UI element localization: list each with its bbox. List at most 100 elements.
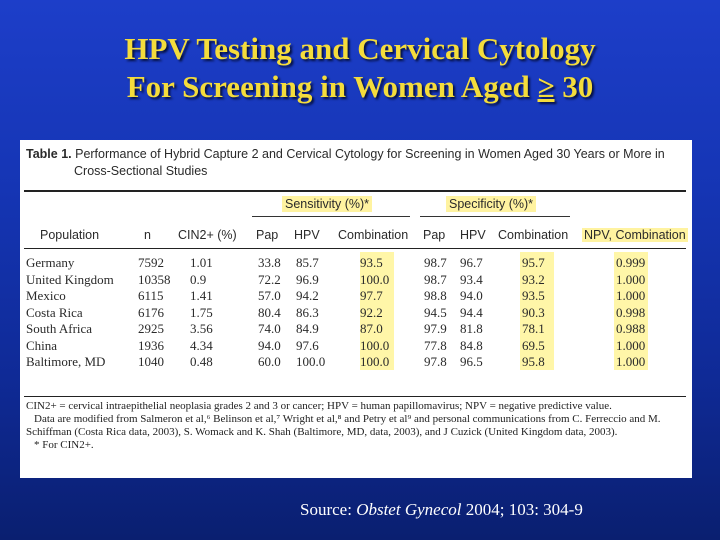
title-line-2: For Screening in Women Aged ≥ 30: [0, 68, 720, 106]
table-cell: 1.000: [616, 337, 646, 353]
table-cell: 97.7: [360, 288, 383, 303]
table-cell: 77.8: [424, 337, 447, 353]
table-cell-population: Germany: [26, 255, 75, 270]
table-caption: Table 1. Performance of Hybrid Capture 2…: [26, 146, 665, 180]
table-cell: 94.4: [460, 304, 483, 320]
table-cell: 84.9: [296, 321, 319, 336]
title-line-2-prefix: For Screening in Women Aged: [126, 69, 538, 104]
table-cell: 97.8: [424, 354, 447, 369]
header-sens-pap: Pap: [256, 228, 279, 242]
table-cell: 98.8: [424, 288, 447, 303]
table-cell: 87.0: [360, 321, 383, 336]
header-sens-combination: Combination: [338, 228, 409, 242]
table-cell: 1936: [138, 337, 164, 353]
footnote-sources-1: Data are modified from Salmeron et al,⁶ …: [34, 413, 661, 425]
sensitivity-group-label: Sensitivity (%)*: [282, 196, 373, 212]
header-npv-combination: NPV, Combination: [582, 228, 688, 242]
table-cell: 0.999: [616, 255, 646, 270]
table-cell: 93.5: [522, 288, 545, 303]
table-cell: 98.7: [424, 271, 447, 287]
table-cell: 69.5: [522, 337, 545, 353]
table-row: Baltimore, MD 1040 0.48 60.0 100.0 100.0 97.8 9…: [20, 355, 692, 369]
header-spec-combination: Combination: [498, 228, 569, 242]
table-cell-population: Mexico: [26, 288, 66, 303]
table-cell: 100.0: [360, 271, 390, 287]
header-spec-pap: Pap: [423, 228, 446, 242]
table-cell: 90.3: [522, 304, 545, 320]
table-cell: 85.7: [296, 255, 319, 270]
table-cell: 98.7: [424, 255, 447, 270]
table-cell: 1.000: [616, 354, 646, 369]
table-cell: 97.9: [424, 321, 447, 336]
table-cell: 93.5: [360, 255, 383, 270]
table-scan: Table 1. Performance of Hybrid Capture 2…: [20, 140, 692, 478]
table-cell: 7592: [138, 255, 164, 270]
table-cell: 100.0: [360, 337, 390, 353]
specificity-group-header: Specificity (%)*: [446, 196, 537, 212]
header-population: Population: [40, 228, 100, 242]
table-cell-population: South Africa: [26, 321, 93, 336]
source-prefix: Source:: [300, 500, 357, 519]
table-cell: 4.34: [190, 337, 213, 353]
specificity-group-line: [420, 216, 570, 217]
table-cell: 86.3: [296, 304, 319, 320]
table-row: China 1936 4.34 94.0 97.6 100.0 77.8 84.8 69.5 1.…: [20, 337, 692, 353]
table-cell: 0.988: [616, 321, 646, 336]
footnote-sources-2: Schiffman (Costa Rica data, 2003), S. Wo…: [26, 426, 618, 438]
table-cell-population: Baltimore, MD: [26, 354, 106, 369]
header-n: n: [144, 228, 151, 242]
table-cell: 100.0: [296, 354, 326, 369]
table-cell: 97.6: [296, 337, 319, 353]
table-cell: 2925: [138, 321, 164, 336]
table-cell: 1.01: [190, 255, 213, 270]
table-row: South Africa 2925 3.56 74.0 84.9 87.0 97.9 81.8…: [20, 322, 692, 336]
table-cell: 96.5: [460, 354, 483, 369]
table-cell: 95.7: [522, 255, 545, 270]
table-caption-label: Table 1.: [26, 147, 72, 161]
table-cell: 80.4: [258, 304, 281, 320]
table-cell: 94.5: [424, 304, 447, 320]
table-caption-line-2: Cross-Sectional Studies: [74, 164, 208, 178]
table-cell: 1.41: [190, 288, 213, 303]
title-line-1: HPV Testing and Cervical Cytology: [124, 31, 596, 66]
table-cell: 84.8: [460, 337, 483, 353]
table-row: Mexico 6115 1.41 57.0 94.2 97.7 98.8 94.0 93.5 1.…: [20, 289, 692, 303]
table-caption-line-1: Performance of Hybrid Capture 2 and Cerv…: [75, 147, 665, 161]
table-cell: 96.9: [296, 271, 319, 287]
table-row: Germany 7592 1.01 33.8 85.7 93.5 98.7 96.7 95.7 0…: [20, 256, 692, 270]
table-footnotes: CIN2+ = cervical intraepithelial neoplas…: [26, 400, 686, 452]
table-cell: 6115: [138, 288, 164, 303]
table-cell-population: United Kingdom: [26, 271, 114, 287]
table-row: Costa Rica 6176 1.75 80.4 86.3 92.2 94.5 94.4 90…: [20, 304, 692, 320]
header-rule: [24, 248, 686, 249]
table-cell: 1040: [138, 354, 164, 369]
source-citation: Source: Obstet Gynecol 2004; 103: 304-9: [300, 500, 583, 520]
table-cell: 1.75: [190, 304, 213, 320]
table-cell: 1.000: [616, 288, 646, 303]
table-cell-population: China: [26, 337, 58, 353]
table-cell: 60.0: [258, 354, 281, 369]
slide-title: HPV Testing and Cervical Cytology For Sc…: [0, 30, 720, 106]
table-cell: 3.56: [190, 321, 213, 336]
table-cell: 93.2: [522, 271, 545, 287]
table-cell: 57.0: [258, 288, 281, 303]
specificity-group-label: Specificity (%)*: [446, 196, 537, 212]
table-cell: 33.8: [258, 255, 281, 270]
table-cell: 0.48: [190, 354, 213, 369]
highlight-sensitivity-combination: [360, 252, 394, 370]
bottom-rule: [24, 396, 686, 397]
source-journal: Obstet Gynecol: [356, 500, 462, 519]
table-cell: 6176: [138, 304, 164, 320]
table-cell: 1.000: [616, 271, 646, 287]
header-sens-hpv: HPV: [294, 228, 320, 242]
table-cell: 94.0: [460, 288, 483, 303]
sensitivity-group-line: [252, 216, 410, 217]
table-cell: 93.4: [460, 271, 483, 287]
header-spec-hpv: HPV: [460, 228, 486, 242]
table-cell: 0.998: [616, 304, 646, 320]
geq-symbol: ≥: [537, 69, 555, 104]
table-row: United Kingdom 10358 0.9 72.2 96.9 100.0 98.7 9…: [20, 271, 692, 287]
sensitivity-group-header: Sensitivity (%)*: [282, 196, 373, 212]
table-cell: 94.0: [258, 337, 281, 353]
table-cell: 0.9: [190, 271, 207, 287]
